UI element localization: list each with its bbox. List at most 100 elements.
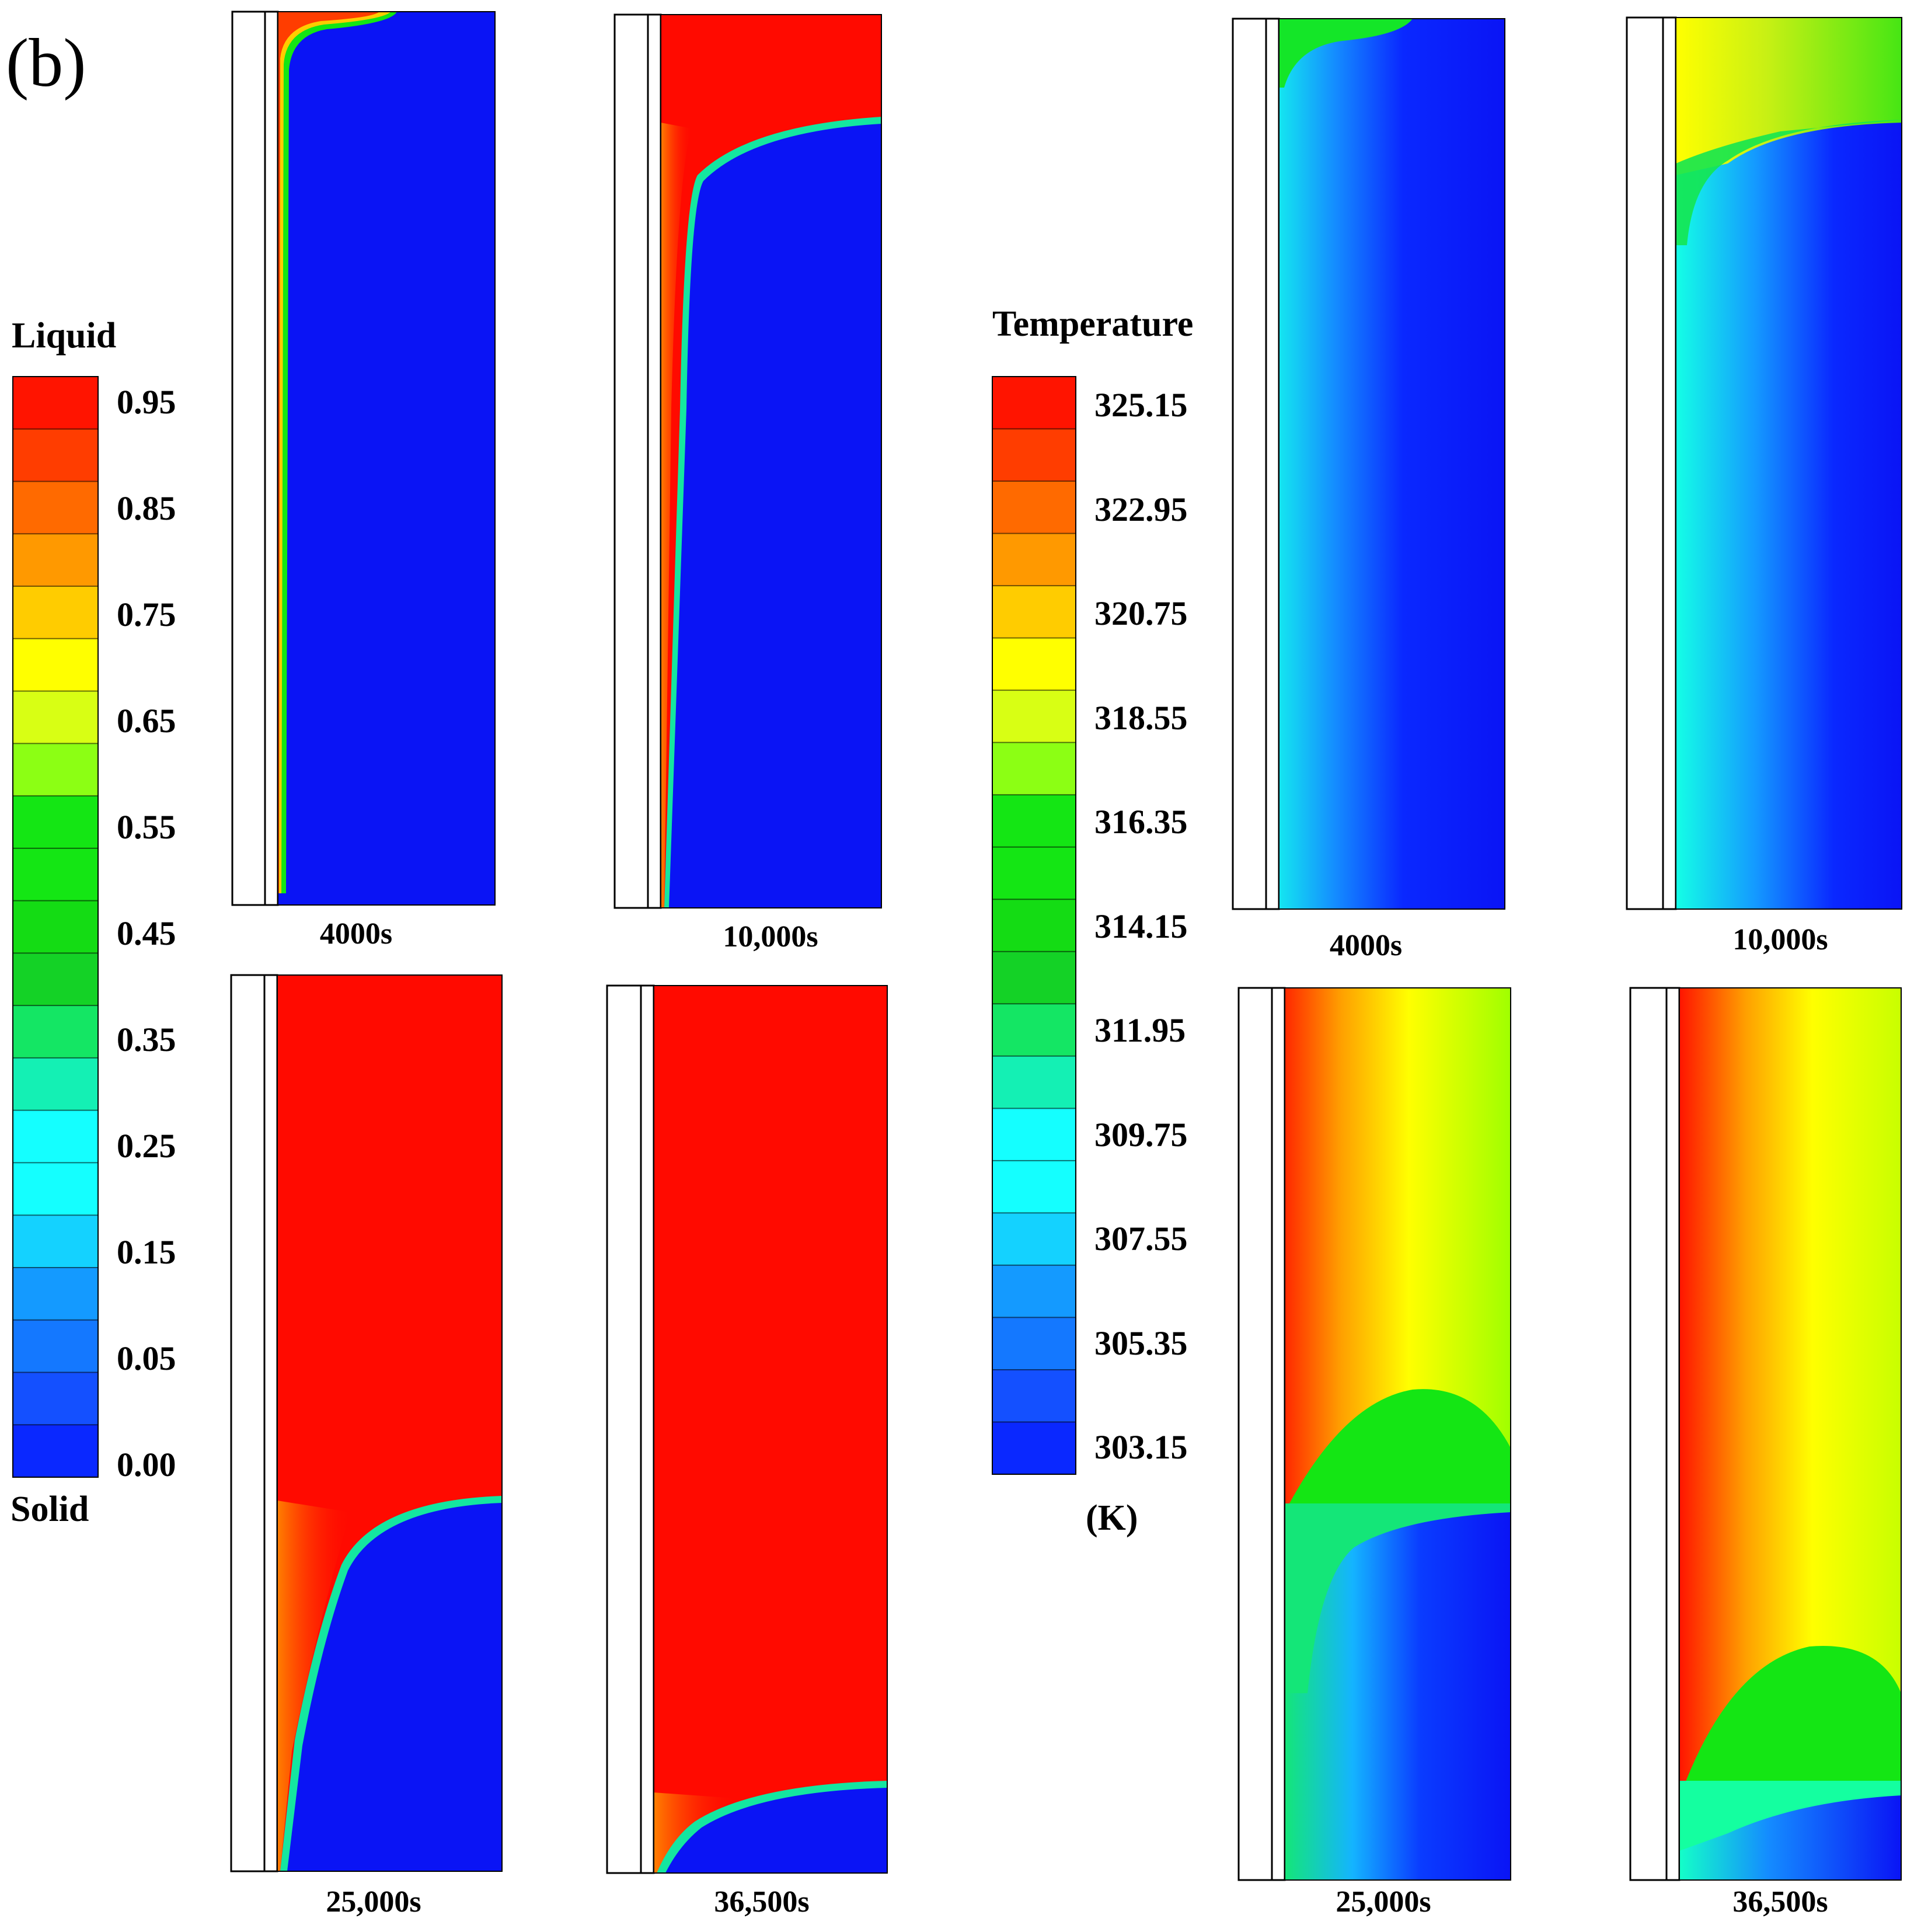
solid-region — [665, 1788, 887, 1873]
wall-outer — [231, 11, 266, 906]
green-band — [1679, 1646, 1901, 1804]
liquid-colorbar-band — [13, 377, 98, 430]
liquid-colorbar-band — [13, 638, 98, 692]
wall-inner — [1662, 16, 1677, 910]
temperature-tick-label: 314.15 — [1094, 907, 1188, 945]
liquid-colorbar-band — [13, 1005, 98, 1059]
temperature-colorbar-band — [992, 1422, 1076, 1475]
liquid-colorbar-band — [13, 1425, 98, 1478]
panel-label: (b) — [6, 25, 86, 101]
temperature-field — [1279, 19, 1505, 909]
temperature-colorbar-band — [992, 481, 1076, 534]
liquid-colorbar-band — [13, 1057, 98, 1111]
liquid-colorbar-band — [13, 1110, 98, 1163]
temperature-legend-title: Temperature — [992, 304, 1194, 344]
wall-outer — [1232, 18, 1267, 910]
temperature-unit: (K) — [1086, 1498, 1138, 1538]
temperature-caption-25000s: 25,000s — [1336, 1885, 1431, 1919]
liquid-colorbar-band — [13, 848, 98, 901]
solid-region — [287, 1503, 502, 1871]
interface-green — [1679, 1781, 1901, 1851]
wall-outer — [1237, 987, 1273, 1881]
liquid-colorbar-band — [13, 691, 98, 744]
liquid-colorbar-band — [13, 900, 98, 953]
liquid-colorbar-band — [13, 534, 98, 587]
liquid-panel-10000s — [613, 13, 882, 909]
wall-outer — [606, 984, 642, 1874]
temperature-colorbar-band — [992, 586, 1076, 639]
liquid-tick-label: 0.75 — [117, 596, 176, 633]
liquid-tick-label: 0.35 — [117, 1021, 176, 1059]
temperature-colorbar-band — [992, 1160, 1076, 1213]
liquid-colorbar-frame — [12, 376, 99, 1478]
green-transition — [1676, 120, 1902, 245]
wall-inner — [264, 11, 279, 906]
liquid-region — [654, 986, 887, 1873]
temperature-tick-label: 322.95 — [1094, 490, 1188, 528]
temperature-tick-label: 307.55 — [1094, 1220, 1188, 1258]
liquid-colorbar-band — [13, 1162, 98, 1216]
warm-top — [1676, 18, 1902, 175]
panel-frame — [1284, 987, 1511, 1881]
warm-top — [1279, 19, 1413, 88]
orange-zone — [654, 1792, 735, 1873]
liquid-tick-label: 0.05 — [117, 1339, 176, 1377]
liquid-tick-label: 0.55 — [117, 808, 176, 846]
wall-outer — [613, 13, 649, 909]
temperature-tick-label: 318.55 — [1094, 698, 1188, 737]
wall-inner — [263, 974, 278, 1872]
temperature-tick-label: 309.75 — [1094, 1115, 1188, 1154]
liquid-legend-title: Liquid — [12, 316, 117, 356]
temperature-panel-36500s — [1629, 987, 1902, 1881]
liquid-colorbar-band — [13, 953, 98, 1006]
liquid-caption-4000s: 4000s — [319, 917, 393, 951]
temperature-caption-4000s: 4000s — [1329, 929, 1403, 962]
liquid-tick-label: 0.00 — [117, 1446, 176, 1484]
liquid-colorbar-band — [13, 796, 98, 849]
wall-inner — [640, 984, 655, 1874]
orange-zone — [277, 1501, 350, 1871]
wall-inner — [1271, 987, 1286, 1881]
temperature-colorbar-band — [992, 690, 1076, 743]
liquid-caption-25000s: 25,000s — [326, 1885, 421, 1919]
liquid-tick-label: 0.15 — [117, 1233, 176, 1271]
temperature-colorbar-band — [992, 1317, 1076, 1370]
liquid-tick-label: 0.25 — [117, 1127, 176, 1165]
temperature-colorbar — [992, 376, 1076, 1475]
temperature-colorbar-band — [992, 795, 1076, 848]
temperature-colorbar-band — [992, 1369, 1076, 1422]
liquid-colorbar-band — [13, 743, 98, 796]
temperature-colorbar-band — [992, 429, 1076, 482]
liquid-caption-36500s: 36,500s — [714, 1885, 810, 1919]
liquid-colorbar-band — [13, 1267, 98, 1321]
wall-outer — [1629, 987, 1668, 1881]
wall-outer — [1626, 16, 1664, 910]
interface-green — [1285, 1503, 1511, 1693]
liquid-panel-36500s — [606, 984, 888, 1874]
liquid-tick-label: 0.85 — [117, 489, 176, 527]
temperature-colorbar-band — [992, 899, 1076, 952]
panel-frame — [660, 14, 882, 908]
temperature-colorbar-band — [992, 1213, 1076, 1266]
temperature-colorbar-frame — [992, 376, 1076, 1475]
temperature-colorbar-band — [992, 1004, 1076, 1057]
temperature-colorbar-band — [992, 1108, 1076, 1161]
temperature-tick-label: 316.35 — [1094, 803, 1188, 841]
temperature-colorbar-band — [992, 1265, 1076, 1318]
liquid-tick-label: 0.95 — [117, 383, 176, 421]
liquid-panel-4000s — [231, 11, 496, 906]
panel-frame — [277, 11, 496, 906]
liquid-colorbar-band — [13, 481, 98, 534]
liquid-colorbar-band — [13, 1320, 98, 1373]
temperature-panel-4000s — [1232, 18, 1505, 910]
temperature-panel-25000s — [1237, 987, 1511, 1881]
temperature-tick-label: 303.15 — [1094, 1428, 1188, 1466]
solid-region — [669, 124, 881, 908]
temperature-colorbar-band — [992, 533, 1076, 586]
wall-outer — [230, 974, 266, 1872]
liquid-panel-25000s — [230, 974, 503, 1872]
panel-frame — [277, 974, 503, 1872]
orange-zone — [661, 123, 692, 908]
panel-frame — [653, 985, 888, 1874]
panel-frame — [1675, 17, 1902, 910]
